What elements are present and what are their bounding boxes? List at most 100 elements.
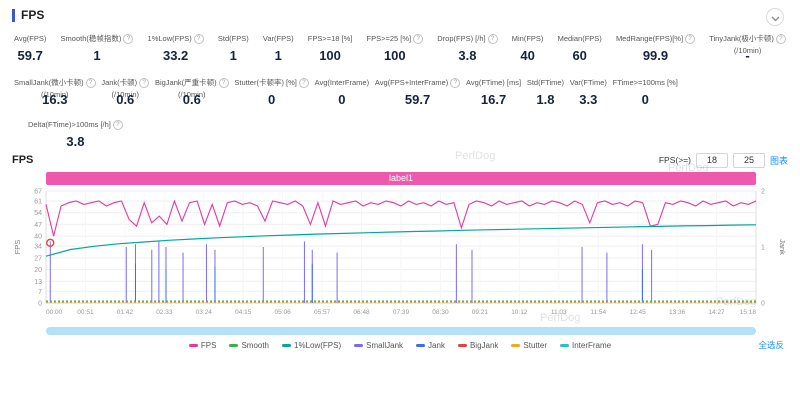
accent-bar bbox=[12, 9, 15, 22]
fps-threshold-high-input[interactable] bbox=[733, 153, 765, 168]
info-icon[interactable]: ? bbox=[685, 34, 695, 44]
svg-text:12:45: 12:45 bbox=[630, 309, 647, 316]
svg-text:14:27: 14:27 bbox=[708, 309, 725, 316]
stat-value: - bbox=[709, 48, 786, 63]
stat-label: Avg(InterFrame) bbox=[315, 78, 369, 87]
info-icon[interactable]: ? bbox=[139, 78, 149, 88]
svg-text:13:36: 13:36 bbox=[669, 309, 686, 316]
chart-section-title: FPS bbox=[12, 154, 33, 166]
stat-delta-ftime: Delta(FTime)>100ms [/h]? 3.8 bbox=[28, 114, 123, 149]
stat-value: 1 bbox=[218, 48, 249, 63]
stat-1pct-low: 1%Low(FPS)? 33.2 bbox=[148, 28, 204, 63]
stat-value: 0.6 bbox=[155, 92, 229, 107]
stat-label: FPS>=25 [%] bbox=[367, 34, 412, 43]
svg-text:10:12: 10:12 bbox=[511, 309, 528, 316]
collapse-button[interactable] bbox=[766, 8, 784, 26]
info-icon[interactable]: ? bbox=[86, 78, 96, 88]
svg-text:09:21: 09:21 bbox=[472, 309, 489, 316]
stat-value: 60 bbox=[558, 48, 602, 63]
svg-text:2: 2 bbox=[761, 189, 765, 196]
info-icon[interactable]: ? bbox=[219, 78, 229, 88]
svg-text:00:51: 00:51 bbox=[77, 309, 94, 316]
stat-smalljank: SmallJank(微小卡顿)? (/10min) 16.3 bbox=[14, 72, 96, 107]
legend-item-bigjank[interactable]: BigJank bbox=[458, 341, 498, 350]
stat-label: Median(FPS) bbox=[558, 34, 602, 43]
stat-label: Jank(卡顿) bbox=[101, 78, 137, 87]
stat-value: 1 bbox=[61, 48, 134, 63]
stat-tinyjank: TinyJank(极小卡顿)? (/10min) - bbox=[709, 28, 786, 63]
stat-value: 16.3 bbox=[14, 92, 96, 107]
info-icon[interactable]: ? bbox=[113, 120, 123, 130]
stat-label: Stutter(卡顿率) [%] bbox=[234, 78, 297, 87]
legend-marker bbox=[560, 344, 569, 347]
stat-value: 100 bbox=[308, 48, 353, 63]
info-icon[interactable]: ? bbox=[450, 78, 460, 88]
svg-text:03:24: 03:24 bbox=[196, 309, 213, 316]
stat-label: FTime>=100ms [%] bbox=[613, 78, 678, 87]
svg-text:06:48: 06:48 bbox=[353, 309, 370, 316]
info-icon[interactable]: ? bbox=[123, 34, 133, 44]
svg-text:08:30: 08:30 bbox=[432, 309, 449, 316]
stat-avg-interframe: Avg(InterFrame) 0 bbox=[315, 72, 369, 107]
info-icon[interactable]: ? bbox=[194, 34, 204, 44]
stat-value: 3.3 bbox=[570, 92, 607, 107]
stat-label: MedRange(FPS)[%] bbox=[616, 34, 683, 43]
legend-marker bbox=[511, 344, 520, 347]
legend-marker bbox=[189, 344, 198, 347]
svg-text:11:54: 11:54 bbox=[590, 309, 606, 316]
stat-value: 0 bbox=[613, 92, 678, 107]
stat-label: FPS>=18 [%] bbox=[308, 34, 353, 43]
legend-item-stutter[interactable]: Stutter bbox=[511, 341, 547, 350]
legend-item-1pct-low[interactable]: 1%Low(FPS) bbox=[282, 341, 341, 350]
svg-text:05:06: 05:06 bbox=[275, 309, 292, 316]
stat-value: 16.7 bbox=[466, 92, 521, 107]
select-all-link[interactable]: 全选反 bbox=[758, 339, 784, 351]
legend-marker bbox=[282, 344, 291, 347]
stat-value: 40 bbox=[512, 48, 544, 63]
stat-label: TinyJank(极小卡顿) bbox=[709, 34, 774, 43]
svg-text:0: 0 bbox=[38, 301, 42, 308]
legend-marker bbox=[416, 344, 425, 347]
stat-label: Var(FPS) bbox=[263, 34, 294, 43]
stat-label: Avg(FPS+InterFrame) bbox=[375, 78, 448, 87]
legend-item-jank[interactable]: Jank bbox=[416, 341, 445, 350]
chart-range-scrollbar[interactable] bbox=[46, 327, 756, 335]
svg-text:15:18: 15:18 bbox=[740, 309, 757, 316]
stat-jank: Jank(卡顿)? (/10min) 0.6 bbox=[101, 72, 149, 107]
info-icon[interactable]: ? bbox=[776, 34, 786, 44]
info-icon[interactable]: ? bbox=[488, 34, 498, 44]
stat-label: SmallJank(微小卡顿) bbox=[14, 78, 84, 87]
stat-value: 1.8 bbox=[527, 92, 564, 107]
stat-bigjank: BigJank(严重卡顿)? (/10min) 0.6 bbox=[155, 72, 229, 107]
info-icon[interactable]: ? bbox=[299, 78, 309, 88]
legend-item-fps[interactable]: FPS bbox=[189, 341, 217, 350]
svg-text:54: 54 bbox=[34, 210, 42, 217]
legend-marker bbox=[354, 344, 363, 347]
stat-var-fps: Var(FPS) 1 bbox=[263, 28, 294, 63]
fps-chart-canvas: 6761544740342720137021000:0000:5101:4202… bbox=[12, 185, 788, 321]
chart-link[interactable]: 图表 bbox=[770, 154, 788, 167]
stats-row-3: Delta(FTime)>100ms [/h]? 3.8 bbox=[14, 114, 786, 149]
stat-label: Var(FTime) bbox=[570, 78, 607, 87]
stat-stutter: Stutter(卡顿率) [%]? 0 bbox=[234, 72, 309, 107]
svg-text:34: 34 bbox=[34, 244, 42, 251]
fps-threshold-low-input[interactable] bbox=[696, 153, 728, 168]
stat-value: 3.8 bbox=[437, 48, 497, 63]
stat-value: 59.7 bbox=[14, 48, 46, 63]
stat-value: 0 bbox=[315, 92, 369, 107]
chevron-down-icon bbox=[771, 10, 780, 25]
stat-label: Smooth(稳帧指数) bbox=[61, 34, 122, 43]
legend-item-smalljank[interactable]: SmallJank bbox=[354, 341, 403, 350]
stat-medrange-fps: MedRange(FPS)[%]? 99.9 bbox=[616, 28, 695, 63]
legend-item-smooth[interactable]: Smooth bbox=[229, 341, 269, 350]
stat-label: Drop(FPS) [/h] bbox=[437, 34, 485, 43]
svg-text:FPS: FPS bbox=[13, 240, 22, 255]
svg-text:40: 40 bbox=[34, 234, 42, 241]
stat-avg-fps-interframe: Avg(FPS+InterFrame)? 59.7 bbox=[375, 72, 460, 107]
legend-marker bbox=[229, 344, 238, 347]
legend-item-interframe[interactable]: InterFrame bbox=[560, 341, 611, 350]
info-icon[interactable]: ? bbox=[413, 34, 423, 44]
svg-text:04:15: 04:15 bbox=[235, 309, 252, 316]
stat-value: 3.8 bbox=[28, 134, 123, 149]
chart-legend: FPS Smooth 1%Low(FPS) SmallJank Jank Big… bbox=[12, 339, 788, 351]
